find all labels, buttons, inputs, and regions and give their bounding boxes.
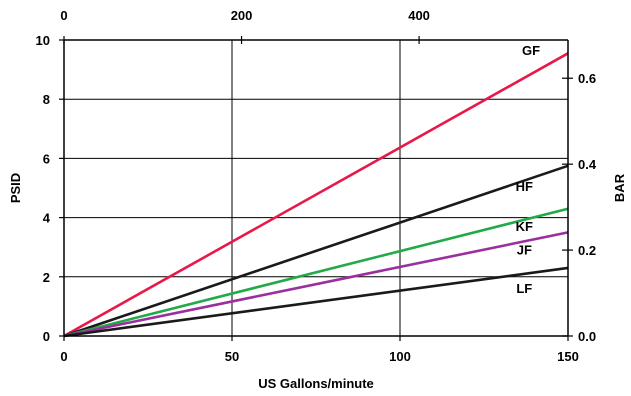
x-tick-label-100: 100 bbox=[389, 349, 411, 364]
x-tick-label-50: 50 bbox=[225, 349, 239, 364]
series-labels: GF HF KF JF LF bbox=[516, 43, 540, 296]
series-line-kf bbox=[63, 207, 569, 338]
y2-tick-label-3: 0.6 bbox=[578, 71, 596, 86]
x-axis-label: US Gallons/minute bbox=[258, 376, 374, 391]
x2-tick-label-1: 200 bbox=[231, 8, 253, 23]
grid bbox=[64, 39, 568, 336]
y-tick-label-4: 4 bbox=[43, 211, 51, 226]
x2-tick-label-2: 400 bbox=[408, 8, 430, 23]
x2-tick-label-0: 0 bbox=[60, 8, 67, 23]
series-line-gf bbox=[63, 52, 569, 338]
y-tick-label-8: 8 bbox=[43, 92, 50, 107]
series-label-lf: LF bbox=[516, 281, 532, 296]
series-label-jf: JF bbox=[517, 243, 532, 258]
y-tick-label-2: 2 bbox=[43, 270, 50, 285]
y-tick-label-6: 6 bbox=[43, 151, 50, 166]
y-tick-label-10: 10 bbox=[36, 33, 50, 48]
series-lines bbox=[63, 52, 569, 338]
x-tick-label-150: 150 bbox=[557, 349, 579, 364]
series-label-gf: GF bbox=[522, 43, 540, 58]
x-tick-label-0: 0 bbox=[60, 349, 67, 364]
series-line-hf bbox=[63, 164, 569, 338]
series-label-hf: HF bbox=[516, 179, 533, 194]
y2-tick-label-0: 0.0 bbox=[578, 329, 596, 344]
y2-axis-label: BAR bbox=[612, 173, 627, 202]
y-axis-label: PSID bbox=[8, 173, 23, 203]
y-tick-label-0: 0 bbox=[43, 329, 50, 344]
series-line-lf bbox=[63, 266, 569, 338]
series-line-jf bbox=[63, 231, 569, 338]
y2-tick-label-1: 0.2 bbox=[578, 243, 596, 258]
axes bbox=[59, 36, 573, 341]
series-label-kf: KF bbox=[516, 219, 533, 234]
y2-tick-label-2: 0.4 bbox=[578, 157, 597, 172]
